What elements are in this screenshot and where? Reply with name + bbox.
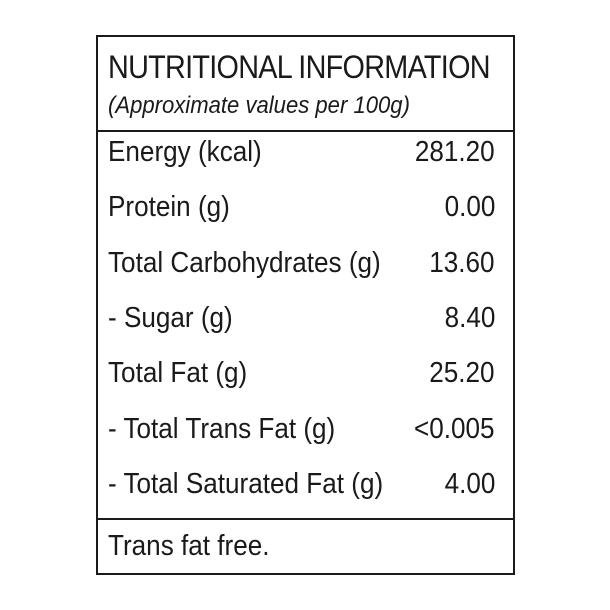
nutrient-label: Protein (g) (108, 191, 230, 223)
label-title: NUTRITIONAL INFORMATION (108, 49, 491, 85)
nutrient-row-sugar: - Sugar (g) 8.40 (98, 298, 513, 338)
nutrient-label: - Sugar (g) (108, 302, 233, 334)
nutrient-value: 0.00 (444, 191, 495, 223)
nutrient-value: 13.60 (429, 247, 495, 279)
label-subtitle: (Approximate values per 100g) (108, 92, 410, 119)
nutrient-label: - Total Trans Fat (g) (108, 413, 336, 445)
nutrient-value: 4.00 (444, 468, 495, 500)
nutrient-value: <0.005 (414, 413, 495, 445)
nutrient-label: Total Carbohydrates (g) (108, 247, 381, 279)
nutrient-value: 25.20 (429, 357, 495, 389)
nutrient-row-carbohydrates: Total Carbohydrates (g) 13.60 (98, 243, 513, 283)
nutrient-row-trans-fat: - Total Trans Fat (g) <0.005 (98, 409, 513, 449)
nutrient-row-saturated-fat: - Total Saturated Fat (g) 4.00 (98, 464, 513, 504)
nutrient-value: 8.40 (444, 302, 495, 334)
nutrition-label: NUTRITIONAL INFORMATION (Approximate val… (96, 35, 515, 575)
label-header: NUTRITIONAL INFORMATION (Approximate val… (98, 37, 513, 132)
nutrient-row-energy: Energy (kcal) 281.20 (98, 132, 513, 172)
nutrient-value: 281.20 (415, 136, 495, 168)
nutrient-table: Energy (kcal) 281.20 Protein (g) 0.00 To… (98, 132, 513, 518)
label-footer: Trans fat free. (98, 518, 513, 575)
footer-note: Trans fat free. (108, 530, 270, 562)
nutrient-label: - Total Saturated Fat (g) (108, 468, 384, 500)
nutrient-label: Energy (kcal) (108, 136, 262, 168)
nutrient-label: Total Fat (g) (108, 357, 248, 389)
nutrient-row-protein: Protein (g) 0.00 (98, 187, 513, 227)
nutrient-row-total-fat: Total Fat (g) 25.20 (98, 353, 513, 393)
